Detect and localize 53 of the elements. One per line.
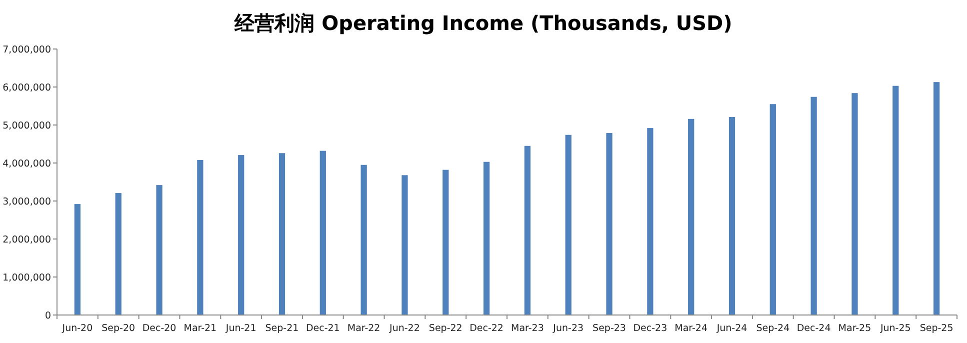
x-tick-label: Jun-24	[716, 323, 748, 334]
x-tick-label: Mar-21	[184, 323, 217, 334]
bar	[197, 160, 204, 315]
y-tick-label: 7,000,000	[2, 44, 51, 56]
bar	[852, 93, 858, 315]
bar	[810, 96, 817, 315]
bar	[115, 193, 122, 315]
x-tick-label: Sep-22	[428, 323, 462, 334]
x-tick-label: Dec-21	[306, 323, 340, 334]
y-tick-label: 2,000,000	[2, 234, 51, 246]
bar	[483, 162, 490, 315]
chart-title: 经营利润 Operating Income (Thousands, USD)	[234, 11, 732, 35]
bar	[156, 185, 162, 315]
x-tick-label: Dec-20	[142, 323, 176, 334]
x-tick-label: Jun-21	[224, 323, 256, 334]
x-tick-label: Mar-24	[674, 323, 708, 334]
x-tick-label: Jun-25	[879, 323, 911, 334]
bar	[442, 170, 449, 315]
bar	[933, 82, 940, 315]
x-tick-label: Mar-22	[347, 323, 380, 334]
x-tick-label: Jun-23	[552, 323, 584, 334]
x-tick-label: Sep-23	[592, 323, 626, 334]
y-tick-label: 1,000,000	[2, 272, 51, 284]
x-tick-label: Dec-22	[470, 323, 504, 334]
x-tick-label: Mar-23	[511, 323, 544, 334]
y-tick-label: 4,000,000	[2, 158, 51, 170]
bar	[688, 118, 694, 315]
bar	[606, 132, 612, 315]
x-tick-label: Sep-25	[920, 323, 954, 334]
x-tick-label: Jun-22	[388, 323, 420, 334]
bar	[565, 134, 572, 315]
y-tick-label: 6,000,000	[2, 82, 51, 94]
x-tick-label: Dec-23	[633, 323, 668, 334]
bar	[770, 104, 776, 315]
bar	[320, 150, 326, 315]
y-tick-label: 3,000,000	[2, 196, 51, 208]
x-tick-label: Dec-24	[796, 323, 831, 334]
y-tick-label: 5,000,000	[2, 120, 51, 132]
bar	[278, 153, 286, 315]
bar	[402, 175, 408, 315]
x-tick-label: Mar-25	[838, 323, 872, 334]
x-tick-label: Jun-20	[61, 323, 93, 334]
x-tick-label: Sep-24	[756, 323, 790, 334]
x-tick-label: Sep-20	[102, 323, 136, 334]
y-tick-label: 0	[44, 310, 51, 322]
bar	[238, 155, 244, 315]
bar	[360, 164, 367, 315]
x-tick-label: Sep-21	[265, 323, 299, 334]
bar	[524, 146, 531, 315]
bar	[647, 128, 654, 315]
bar	[74, 204, 81, 315]
bar	[728, 117, 736, 315]
bar	[892, 86, 899, 315]
